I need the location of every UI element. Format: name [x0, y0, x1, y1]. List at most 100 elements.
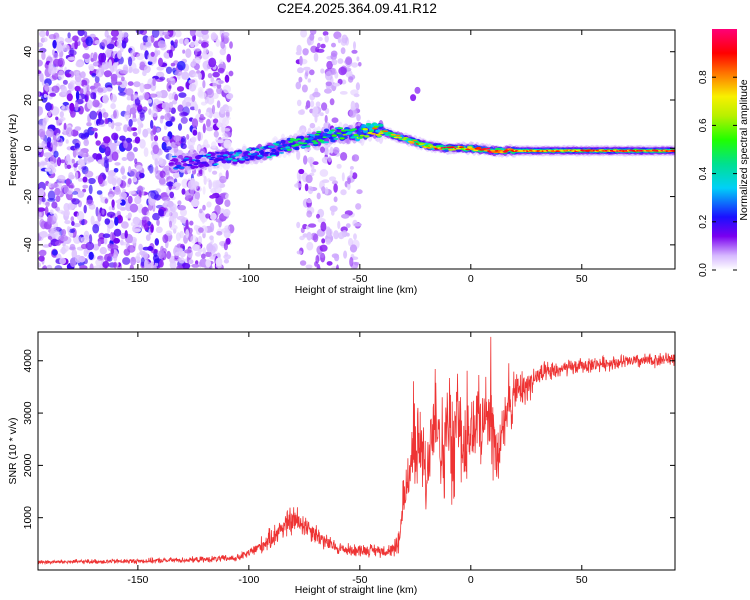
noise-blob — [102, 233, 111, 238]
noise-blob — [164, 200, 169, 205]
noise-blob — [333, 183, 338, 193]
noise-blob — [62, 44, 70, 52]
noise-blob — [96, 85, 104, 96]
noise-blob — [179, 111, 188, 117]
noise-blob — [182, 100, 187, 107]
noise-blob — [410, 94, 417, 102]
noise-blob — [42, 244, 51, 248]
noise-blob — [205, 111, 210, 117]
noise-blob — [88, 184, 93, 195]
noise-blob — [52, 39, 57, 49]
noise-blob — [113, 168, 119, 173]
noise-blob — [48, 235, 53, 240]
noise-blob — [194, 103, 199, 112]
noise-blob — [133, 147, 138, 152]
noise-blob — [158, 157, 164, 165]
noise-blob — [57, 70, 65, 81]
ridge-blob — [353, 134, 359, 137]
noise-blob — [180, 142, 184, 149]
noise-blob — [170, 107, 176, 114]
noise-blob — [98, 111, 103, 122]
snr-plot-area — [38, 332, 675, 570]
noise-blob — [180, 138, 185, 143]
noise-blob — [162, 196, 171, 202]
noise-blob — [189, 106, 196, 111]
noise-blob — [345, 223, 351, 229]
ridge-blob — [390, 133, 396, 136]
noise-blob — [217, 121, 221, 129]
noise-blob — [93, 265, 103, 269]
ridge-blob — [264, 151, 271, 154]
noise-blob — [194, 190, 200, 201]
noise-blob — [61, 229, 67, 236]
noise-blob — [313, 52, 319, 62]
noise-blob — [38, 128, 46, 138]
noise-blob — [55, 195, 61, 203]
noise-blob — [143, 83, 152, 90]
noise-blob — [142, 216, 150, 224]
noise-blob — [102, 261, 110, 269]
noise-blob — [150, 224, 154, 233]
noise-blob — [113, 254, 118, 262]
noise-blob — [315, 101, 321, 108]
noise-blob — [177, 123, 183, 131]
noise-blob — [310, 30, 317, 35]
x-tick-label: -150 — [127, 273, 148, 285]
noise-blob — [350, 89, 359, 96]
noise-blob — [115, 81, 123, 86]
noise-blob — [154, 262, 159, 267]
noise-blob — [90, 92, 96, 100]
ridge-blob — [218, 158, 224, 161]
noise-blob — [89, 85, 96, 90]
noise-blob — [73, 223, 81, 228]
noise-blob — [332, 146, 340, 155]
noise-blob — [224, 116, 231, 121]
colorbar-tick-label: 0.4 — [698, 166, 709, 180]
noise-blob — [76, 211, 85, 221]
noise-blob — [301, 84, 308, 93]
spectrogram-x-axis: -150 -100 -50 0 50 — [127, 30, 588, 285]
noise-blob — [50, 183, 59, 189]
noise-blob — [137, 125, 142, 135]
noise-blob — [166, 82, 172, 92]
noise-blob — [332, 180, 338, 185]
noise-blob — [169, 203, 177, 213]
noise-blob — [67, 32, 71, 39]
ridge-blob — [210, 152, 216, 157]
noise-blob — [185, 219, 189, 229]
ridge-blob — [316, 130, 322, 134]
noise-blob — [74, 101, 79, 111]
noise-blob — [303, 155, 308, 165]
noise-blob — [211, 141, 217, 149]
noise-blob — [43, 152, 52, 158]
noise-blob — [298, 76, 303, 83]
ridge-blob — [310, 134, 316, 137]
spectrogram-ylabel: Frequency (Hz) — [7, 114, 19, 186]
noise-blob — [111, 36, 118, 41]
noise-blob — [341, 213, 350, 219]
noise-blob — [128, 234, 134, 244]
noise-blob — [126, 151, 135, 162]
spectrogram-frame — [37, 29, 676, 270]
noise-blob — [142, 45, 147, 51]
noise-blob — [68, 203, 77, 209]
noise-blob — [75, 171, 79, 180]
noise-blob — [65, 139, 69, 144]
noise-blob — [44, 206, 49, 216]
noise-blob — [63, 122, 67, 130]
noise-blob — [65, 127, 74, 137]
ridge-blob — [672, 150, 675, 152]
noise-blob — [329, 98, 335, 106]
noise-blob — [130, 49, 136, 57]
ridge-blob — [351, 128, 358, 131]
y-tick-label: 40 — [22, 46, 34, 58]
noise-blob — [198, 227, 204, 233]
ridge-blob — [193, 165, 199, 169]
snr-ylabel: SNR (10 * v/v) — [7, 417, 19, 484]
noise-blob — [321, 102, 328, 111]
noise-blob — [181, 71, 190, 80]
noise-blob — [307, 156, 315, 164]
noise-blob — [320, 43, 326, 49]
noise-blob — [110, 103, 116, 110]
noise-blob — [54, 241, 61, 246]
